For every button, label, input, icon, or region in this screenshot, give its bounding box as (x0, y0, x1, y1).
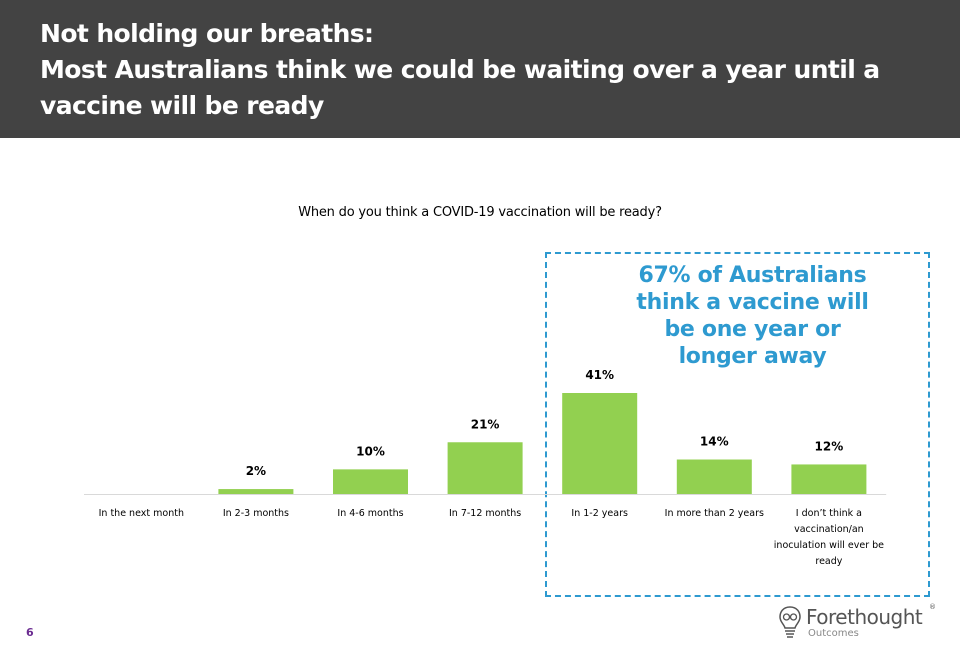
chart-title: When do you think a COVID-19 vaccination… (298, 205, 662, 220)
lightbulb-icon (779, 606, 801, 638)
logo-subtext: Outcomes (808, 628, 859, 639)
header-bar: Not holding our breaths: Most Australian… (0, 0, 960, 138)
data-label: 41% (585, 368, 614, 382)
x-tick-label: I don’t think a (796, 508, 862, 519)
data-label: 21% (471, 417, 500, 431)
page-title-line-3: vaccine will be ready (40, 91, 324, 120)
x-tick-label: In the next month (99, 508, 184, 519)
x-tick-label: In 1-2 years (571, 508, 628, 519)
callout-text: 67% of Australians think a vaccine will … (590, 262, 915, 370)
data-label: 12% (815, 439, 844, 453)
forethought-logo: Forethought ® Outcomes (778, 603, 938, 643)
page-title-line-2: Most Australians think we could be waiti… (40, 55, 880, 84)
logo-registered-mark: ® (929, 603, 936, 611)
x-tick-label: In 7-12 months (449, 508, 521, 519)
x-tick-label: ready (815, 556, 842, 567)
bar (562, 393, 638, 494)
data-label: 2% (246, 464, 266, 478)
data-label: 14% (700, 435, 729, 449)
x-tick-label: In more than 2 years (665, 508, 764, 519)
bar (218, 489, 294, 494)
logo-text: Forethought (806, 605, 923, 629)
callout-line-3: be one year or (664, 317, 841, 342)
callout-line-4: longer away (678, 344, 827, 369)
bar (791, 464, 867, 494)
callout-dashed-box (545, 252, 930, 597)
x-tick-label: inoculation will ever be (774, 540, 884, 551)
x-tick-label: In 2-3 months (223, 508, 289, 519)
bar (447, 442, 523, 494)
page-number: 6 (26, 626, 34, 639)
page-title-line-1: Not holding our breaths: (40, 19, 374, 48)
x-tick-label: vaccination/an (794, 524, 864, 535)
data-label: 10% (356, 444, 385, 458)
page-title: Not holding our breaths: Most Australian… (40, 16, 920, 124)
bar (333, 469, 408, 494)
bar (676, 459, 752, 494)
callout-line-2: think a vaccine will (636, 290, 869, 315)
x-tick-label: In 4-6 months (337, 508, 403, 519)
callout-line-1: 67% of Australians (638, 263, 867, 288)
